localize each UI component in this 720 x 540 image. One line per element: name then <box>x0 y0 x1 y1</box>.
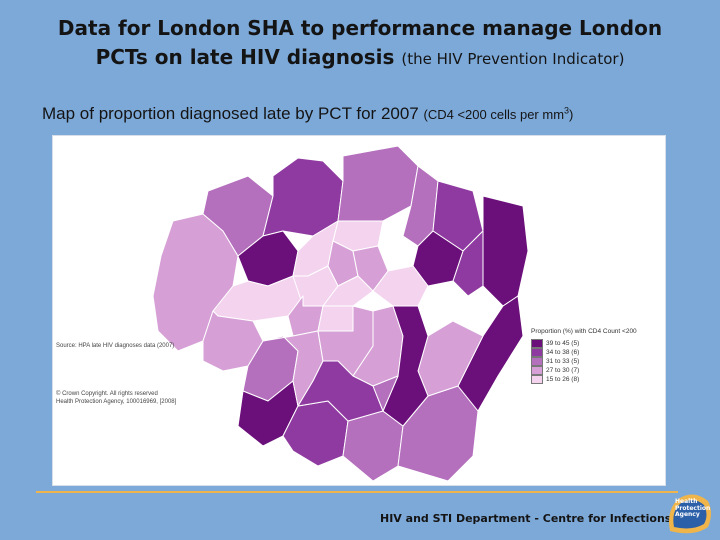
footer-rule <box>36 491 678 493</box>
legend-label: 34 to 38 (6) <box>546 349 580 356</box>
pct-region-croydon-north <box>372 375 399 412</box>
title-line-1: Data for London SHA to performance manag… <box>57 16 663 40</box>
title-line-2: PCTs on late HIV diagnosis (the HIV Prev… <box>0 43 720 74</box>
legend-swatch <box>531 339 543 348</box>
logo-line-3: Agency <box>675 511 700 518</box>
pct-region-bexley <box>457 295 524 412</box>
legend-label: 15 to 26 (8) <box>546 376 580 383</box>
title-line-2-sub: (the HIV Prevention Indicator) <box>401 50 625 68</box>
logo-line-2: Protection <box>675 504 711 512</box>
hpa-logo-text: Health Protection Agency <box>675 498 711 519</box>
hpa-logo-mark <box>669 494 711 534</box>
legend-swatch <box>531 348 543 357</box>
map-caption-unit: (CD4 <200 cells per mm3) <box>423 105 574 122</box>
legend-swatch <box>531 375 543 384</box>
pct-region-havering <box>482 195 529 307</box>
hpa-logo: Health Protection Agency <box>664 491 714 535</box>
slide-title: Data for London SHA to performance manag… <box>0 14 720 74</box>
footer-department: HIV and STI Department - Centre for Infe… <box>380 512 672 525</box>
unit-close: ) <box>569 107 574 122</box>
map-panel: Source: HPA late HIV diagnoses data (200… <box>52 135 666 486</box>
pct-region-kensington <box>317 305 354 332</box>
legend-title: Proportion (%) with CD4 Count <200 <box>531 328 637 335</box>
title-line-2-main: PCTs on late HIV diagnosis <box>95 45 395 69</box>
london-pct-map <box>152 145 529 482</box>
pct-region-croydon <box>342 410 404 482</box>
legend-label: 39 to 45 (5) <box>546 340 580 347</box>
legend-row: 34 to 38 (6) <box>531 348 661 357</box>
map-legend: Proportion (%) with CD4 Count <200 39 to… <box>531 328 661 384</box>
map-caption: Map of proportion diagnosed late by PCT … <box>42 104 702 124</box>
legend-row: 27 to 30 (7) <box>531 366 661 375</box>
legend-swatch <box>531 357 543 366</box>
legend-label: 27 to 30 (7) <box>546 367 580 374</box>
unit-exponent: 3 <box>564 105 570 116</box>
pct-region-city <box>322 275 374 307</box>
copyright-line-1: © Crown Copyright. All rights reserved <box>56 391 158 397</box>
legend-row: 39 to 45 (5) <box>531 339 661 348</box>
copyright-note: © Crown Copyright. All rights reserved H… <box>56 390 216 406</box>
map-caption-main: Map of proportion diagnosed late by PCT … <box>42 104 419 123</box>
logo-line-1: Health <box>675 498 698 505</box>
legend-swatch <box>531 366 543 375</box>
pct-region-barnet <box>262 157 344 237</box>
source-note: Source: HPA late HIV diagnoses data (200… <box>56 343 175 349</box>
unit-open: (CD4 <200 cells per mm <box>423 107 565 122</box>
copyright-line-2: Health Protection Agency, 100016969, [20… <box>56 399 177 405</box>
pct-region-lewisham <box>382 305 429 427</box>
pct-region-enfield <box>337 145 419 222</box>
legend-row: 31 to 33 (5) <box>531 357 661 366</box>
legend-row: 15 to 26 (8) <box>531 375 661 384</box>
legend-label: 31 to 33 (5) <box>546 358 580 365</box>
